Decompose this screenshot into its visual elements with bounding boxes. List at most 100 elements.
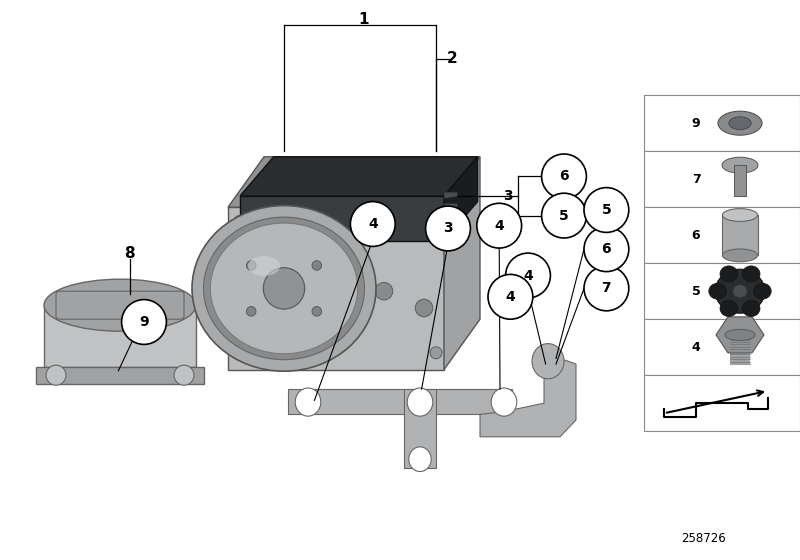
Ellipse shape	[718, 111, 762, 135]
Ellipse shape	[488, 274, 533, 319]
Text: 3: 3	[443, 222, 453, 236]
Ellipse shape	[312, 260, 322, 270]
Text: 4: 4	[494, 219, 504, 233]
Text: 4: 4	[692, 340, 700, 354]
Ellipse shape	[584, 188, 629, 232]
Ellipse shape	[279, 271, 297, 289]
Ellipse shape	[709, 283, 726, 299]
Ellipse shape	[722, 209, 758, 221]
Text: 1: 1	[358, 12, 370, 27]
Ellipse shape	[542, 193, 586, 238]
Ellipse shape	[407, 388, 433, 416]
Text: 4: 4	[506, 290, 515, 304]
Ellipse shape	[263, 268, 305, 309]
Polygon shape	[240, 196, 444, 241]
Polygon shape	[44, 305, 196, 367]
Text: 4: 4	[523, 269, 533, 283]
Ellipse shape	[722, 157, 758, 173]
Text: 5: 5	[602, 203, 611, 217]
Ellipse shape	[246, 260, 256, 270]
Text: 7: 7	[692, 172, 700, 186]
Ellipse shape	[742, 301, 760, 316]
Ellipse shape	[715, 269, 765, 313]
Polygon shape	[444, 157, 478, 241]
Polygon shape	[734, 165, 746, 196]
FancyBboxPatch shape	[56, 291, 184, 319]
Text: 9: 9	[139, 315, 149, 329]
Polygon shape	[480, 353, 576, 437]
Ellipse shape	[409, 447, 431, 472]
Ellipse shape	[295, 388, 321, 416]
Ellipse shape	[354, 209, 382, 239]
Ellipse shape	[754, 283, 771, 299]
Ellipse shape	[278, 209, 306, 239]
Ellipse shape	[320, 226, 344, 250]
Ellipse shape	[210, 223, 358, 354]
Ellipse shape	[506, 253, 550, 298]
Text: 6: 6	[559, 170, 569, 184]
Ellipse shape	[542, 154, 586, 199]
Polygon shape	[288, 389, 512, 414]
Ellipse shape	[350, 202, 395, 246]
Polygon shape	[404, 389, 436, 468]
Ellipse shape	[203, 217, 365, 360]
Polygon shape	[240, 157, 478, 196]
Ellipse shape	[122, 300, 166, 344]
Text: 9: 9	[692, 116, 700, 130]
Ellipse shape	[733, 285, 747, 297]
Polygon shape	[444, 192, 458, 199]
Text: 7: 7	[602, 282, 611, 296]
Text: 5: 5	[559, 209, 569, 223]
Polygon shape	[444, 157, 480, 370]
Ellipse shape	[192, 206, 376, 371]
Text: 6: 6	[692, 228, 700, 242]
Ellipse shape	[426, 206, 470, 251]
Polygon shape	[716, 317, 764, 353]
Polygon shape	[228, 157, 480, 207]
Ellipse shape	[532, 344, 564, 379]
Polygon shape	[36, 367, 204, 384]
Text: 3: 3	[503, 189, 513, 203]
Text: 258726: 258726	[682, 532, 726, 545]
Text: 5: 5	[692, 284, 700, 298]
Polygon shape	[228, 207, 444, 370]
Ellipse shape	[234, 347, 246, 359]
Ellipse shape	[720, 266, 738, 282]
Polygon shape	[444, 214, 458, 221]
Text: 8: 8	[124, 246, 135, 260]
Ellipse shape	[246, 306, 256, 316]
Polygon shape	[644, 375, 800, 431]
Polygon shape	[730, 336, 750, 364]
Ellipse shape	[415, 299, 433, 317]
Polygon shape	[644, 151, 800, 207]
Ellipse shape	[584, 266, 629, 311]
Polygon shape	[444, 203, 458, 210]
Text: 2: 2	[446, 52, 458, 66]
Ellipse shape	[430, 215, 442, 227]
Ellipse shape	[729, 117, 751, 129]
Text: 6: 6	[602, 242, 611, 256]
Ellipse shape	[234, 215, 246, 227]
Ellipse shape	[312, 306, 322, 316]
Ellipse shape	[491, 388, 517, 416]
Ellipse shape	[317, 238, 347, 272]
Ellipse shape	[477, 203, 522, 248]
Ellipse shape	[742, 266, 760, 282]
Ellipse shape	[44, 279, 196, 331]
Ellipse shape	[248, 256, 280, 276]
Ellipse shape	[720, 301, 738, 316]
Ellipse shape	[46, 365, 66, 385]
Ellipse shape	[722, 249, 758, 262]
Polygon shape	[644, 207, 800, 263]
Text: 4: 4	[368, 217, 378, 231]
Ellipse shape	[725, 329, 755, 340]
Polygon shape	[644, 95, 800, 151]
Ellipse shape	[280, 226, 304, 250]
Ellipse shape	[375, 282, 393, 300]
Ellipse shape	[174, 365, 194, 385]
Ellipse shape	[318, 209, 346, 239]
Polygon shape	[722, 215, 758, 255]
Ellipse shape	[430, 347, 442, 359]
Ellipse shape	[584, 227, 629, 272]
Polygon shape	[644, 319, 800, 375]
